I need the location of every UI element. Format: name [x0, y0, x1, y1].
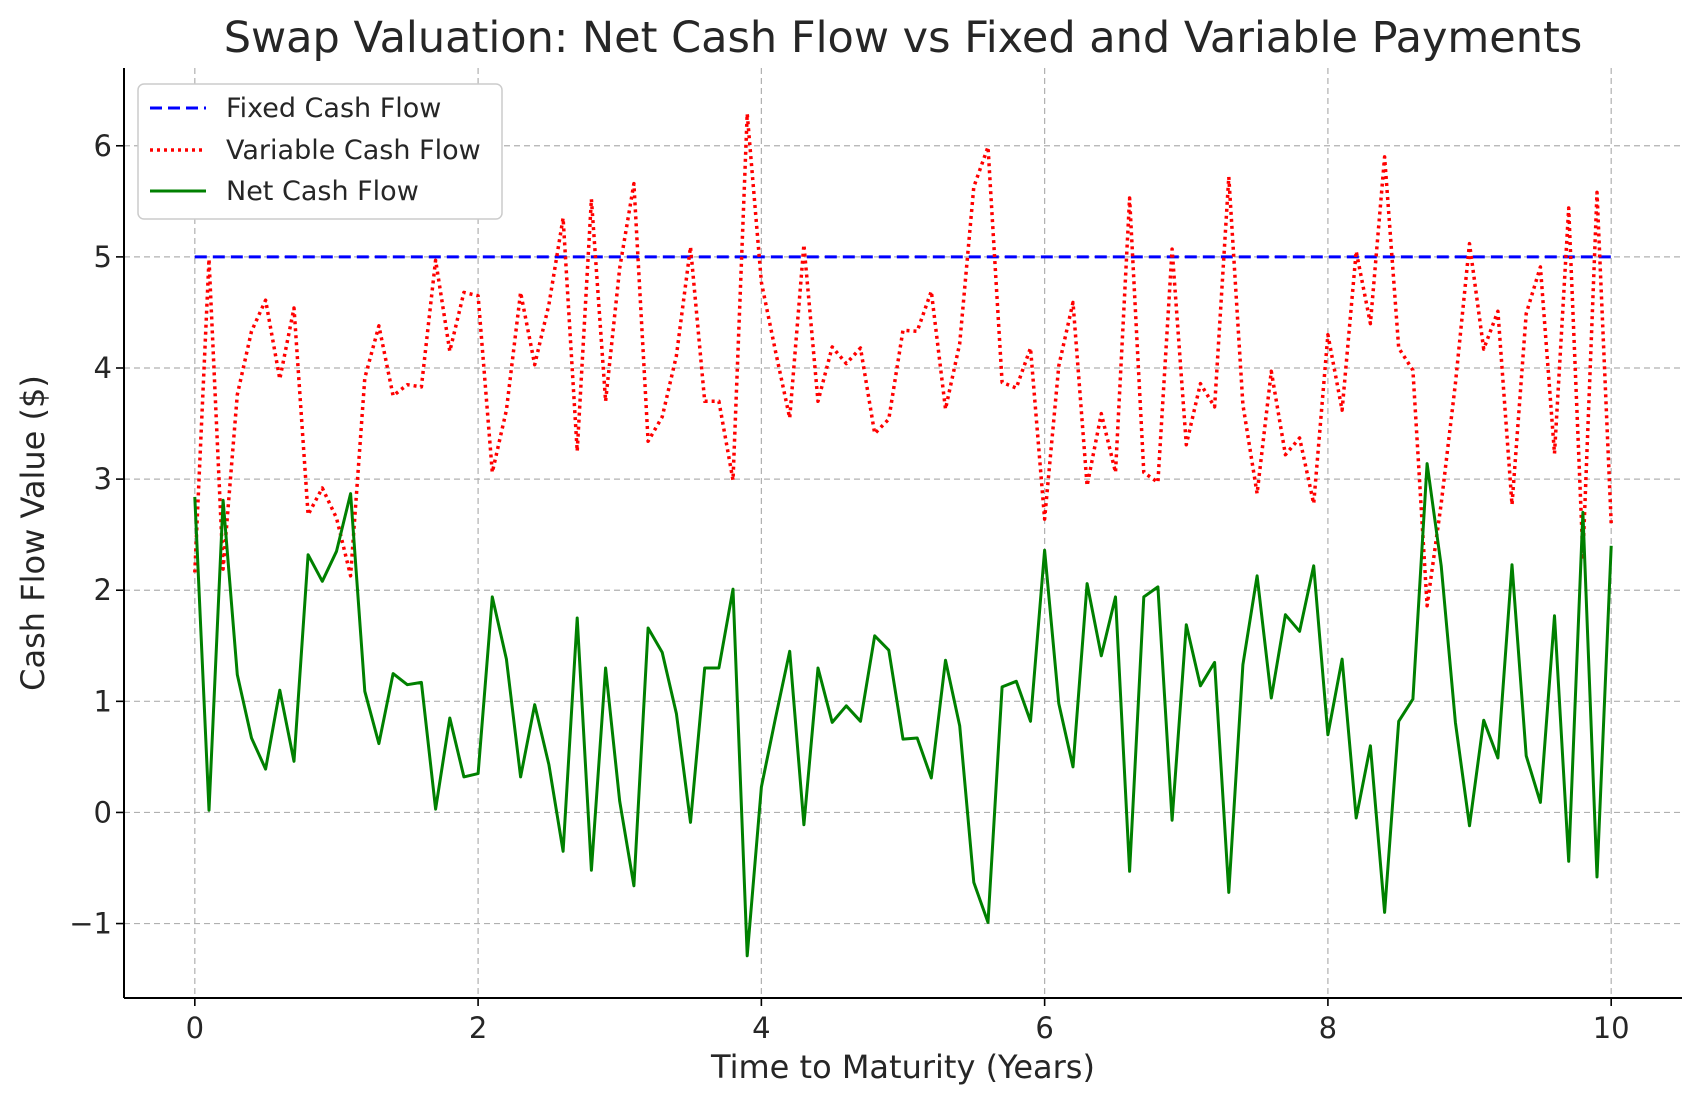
chart-title: Swap Valuation: Net Cash Flow vs Fixed a…: [224, 13, 1583, 63]
x-tick-label: 0: [186, 1011, 204, 1045]
y-tick-label: 0: [94, 795, 112, 829]
y-axis-label: Cash Flow Value ($): [14, 375, 52, 691]
y-tick-label: 2: [94, 573, 112, 607]
x-tick-label: 6: [1035, 1011, 1053, 1045]
y-tick-label: 3: [94, 462, 112, 496]
x-tick-label: 10: [1593, 1011, 1630, 1045]
legend-label-net: Net Cash Flow: [226, 176, 419, 207]
series-layer: [193, 111, 1613, 958]
y-tick-label: 5: [94, 240, 112, 274]
y-tick-label: −1: [69, 907, 112, 941]
axes: [123, 68, 1682, 999]
y-tick-label: 4: [94, 351, 112, 385]
x-axis-label: Time to Maturity (Years): [710, 1048, 1095, 1086]
series-line-variable-cash-flow: [193, 111, 1613, 608]
legend-box: [137, 83, 503, 220]
grid: [124, 68, 1682, 998]
legend-label-fixed: Fixed Cash Flow: [226, 93, 441, 124]
x-tick-label: 4: [752, 1011, 770, 1045]
legend-label-variable: Variable Cash Flow: [226, 135, 481, 166]
y-tick-label: 1: [94, 684, 112, 718]
y-tick-label: 6: [94, 129, 112, 163]
x-tick-label: 2: [469, 1011, 487, 1045]
x-tick-label: 8: [1319, 1011, 1337, 1045]
series-line-net-cash-flow: [193, 462, 1613, 958]
ticks: 0 2 4 6 8 10 −1 0 1 2 3 4 5 6: [69, 129, 1629, 1045]
legend: Fixed Cash Flow Variable Cash Flow Net C…: [137, 83, 503, 220]
